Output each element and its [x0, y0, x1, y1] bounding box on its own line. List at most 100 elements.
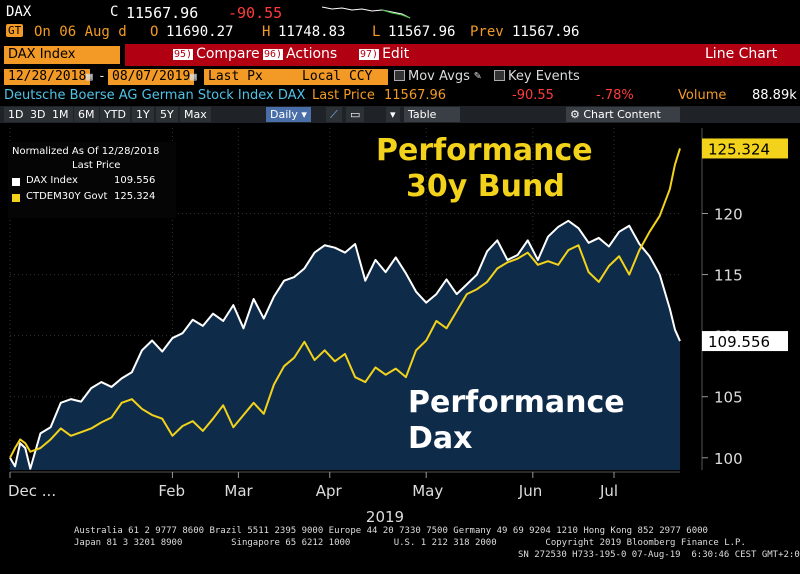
close-value: 11567.96: [126, 4, 199, 22]
red-toolbar: 95) Compare 96) Actions 97) Edit Line Chart: [125, 44, 800, 66]
annotation-bund-line1: Performance: [376, 133, 593, 168]
period-button-1m[interactable]: 1M: [48, 107, 73, 122]
bund-line: [9, 148, 681, 459]
legend-swatch-dax: [12, 178, 20, 186]
x-tick-label: Jul: [599, 482, 618, 500]
x-axis-label: 2019: [366, 508, 404, 524]
x-tick-label: May: [412, 482, 443, 500]
gt-icon[interactable]: GT: [6, 24, 24, 37]
last-price-value: 11567.96: [384, 88, 447, 103]
open-label: O: [150, 24, 159, 40]
sparkline-icon: [322, 6, 411, 19]
chart-content-button[interactable]: ⚙ Chart Content: [566, 107, 680, 122]
info-pct-change: -.78%: [596, 88, 634, 103]
actions-label: Actions: [286, 46, 338, 62]
edit-button[interactable]: 97) Edit: [359, 46, 409, 64]
chart-type-label[interactable]: Line Chart: [705, 46, 778, 62]
mov-avgs-checkbox[interactable]: [394, 70, 405, 81]
security-field[interactable]: DAX Index: [4, 46, 120, 64]
y-tick-label: 105: [714, 389, 743, 407]
annotation-dax-line1: Performance: [408, 385, 625, 420]
dax-last-label-box: [702, 331, 788, 352]
start-date-field[interactable]: 12/28/2018: [4, 69, 90, 85]
x-tick-label: Feb: [158, 482, 185, 500]
y-tick-label: 115: [714, 267, 743, 285]
compare-label: Compare: [196, 46, 260, 62]
legend-value-dax: 109.556: [114, 175, 156, 186]
period-toolbar: 1D 3D 1M 6M YTD 1Y 5Y Max Daily ▾ ⟋ ▭ ▾ Table ⚙…: [0, 106, 800, 123]
toolbar: DAX Index 95) Compare 96) Actions 97) Edit …: [0, 44, 800, 66]
legend-label-dax: DAX Index: [26, 175, 78, 186]
edit-label: Edit: [382, 46, 410, 62]
actions-num: 96): [263, 48, 284, 60]
period-button-6m[interactable]: 6M: [74, 107, 99, 122]
period-button-5y[interactable]: 5Y: [156, 107, 178, 122]
calendar-icon[interactable]: ▦: [190, 70, 197, 83]
footer: Australia 61 2 9777 8600 Brazil 5511 239…: [0, 524, 800, 574]
date-label: On 06 Aug d: [34, 24, 127, 40]
open-value: 11690.27: [166, 24, 234, 40]
volume-label: Volume: [678, 88, 727, 103]
dax-line: [9, 219, 681, 470]
y-tick-label: 100: [714, 450, 743, 468]
info-row: Deutsche Boerse AG German Stock Index DA…: [0, 88, 800, 104]
bund-last-label-box: [702, 138, 788, 159]
end-date-field[interactable]: 08/07/2019: [108, 69, 194, 85]
close-label: C: [110, 4, 119, 20]
field-select[interactable]: Last Px: [204, 69, 298, 85]
volume-value: 88.89k: [752, 88, 797, 103]
actions-button[interactable]: 96) Actions: [263, 46, 337, 64]
footer-line2: Japan 81 3 3201 8900 Singapore 65 6212 1…: [74, 538, 746, 548]
chart-style-icon[interactable]: ▭: [346, 107, 365, 122]
key-events-checkbox[interactable]: [494, 70, 505, 81]
ohlc-row: GT On 06 Aug d O 11690.27 H 11748.83 L 1…: [0, 22, 800, 42]
legend: Normalized As Of 12/28/2018 Last Price D…: [8, 142, 176, 218]
quote-header: DAX C 11567.96 -90.55: [0, 0, 800, 22]
period-button-ytd[interactable]: YTD: [100, 107, 130, 122]
footer-line1: Australia 61 2 9777 8600 Brazil 5511 239…: [74, 526, 708, 536]
x-tick-label: Jun: [518, 482, 542, 500]
mov-avgs-label: Mov Avgs: [408, 69, 470, 84]
dax-area: [10, 220, 680, 470]
low-value: 11567.96: [388, 24, 456, 40]
line-chart-icon[interactable]: ⟋: [326, 107, 342, 122]
key-events-label: Key Events: [508, 69, 580, 84]
table-button[interactable]: Table: [404, 107, 460, 122]
high-value: 11748.83: [278, 24, 346, 40]
compare-button[interactable]: 95) Compare: [173, 46, 260, 64]
x-tick-label: Apr: [316, 482, 343, 500]
range-dash: -: [98, 69, 106, 84]
table-label: Table: [408, 108, 437, 121]
compare-num: 95): [173, 48, 194, 60]
pencil-icon[interactable]: ✎: [474, 68, 482, 82]
period-selected-label: Daily: [270, 108, 298, 121]
dropdown-icon[interactable]: ▾: [386, 107, 400, 122]
period-selected[interactable]: Daily ▾: [266, 107, 311, 122]
legend-subtitle: Last Price: [72, 160, 121, 171]
info-change: -90.55: [512, 88, 554, 103]
period-button-1y[interactable]: 1Y: [132, 107, 154, 122]
prev-label: Prev: [470, 24, 504, 40]
high-label: H: [262, 24, 271, 40]
calendar-icon[interactable]: ▦: [86, 70, 93, 83]
period-button-max[interactable]: Max: [180, 107, 211, 122]
low-label: L: [372, 24, 381, 40]
annotation-dax-line2: Dax: [408, 421, 473, 456]
y-tick-label: 120: [714, 206, 743, 224]
range-row: 12/28/2018 ▦ - 08/07/2019 ▦ Last Px Loca…: [0, 68, 800, 86]
security-name: Deutsche Boerse AG German Stock Index DA…: [4, 88, 306, 103]
x-tick-label: Dec ...: [8, 482, 56, 500]
edit-num: 97): [359, 48, 380, 60]
chart-content-label: Chart Content: [583, 108, 661, 121]
bund-last-label: 125.324: [708, 140, 770, 158]
currency-select[interactable]: Local CCY: [298, 69, 388, 85]
period-button-3d[interactable]: 3D: [26, 107, 50, 122]
legend-title: Normalized As Of 12/28/2018: [12, 146, 160, 157]
last-price-label: Last Price: [312, 88, 375, 103]
prev-value: 11567.96: [512, 24, 580, 40]
period-button-1d[interactable]: 1D: [4, 107, 28, 122]
change-value: -90.55: [228, 4, 283, 22]
dax-last-label: 109.556: [708, 333, 770, 351]
legend-swatch-bund: [12, 194, 20, 202]
